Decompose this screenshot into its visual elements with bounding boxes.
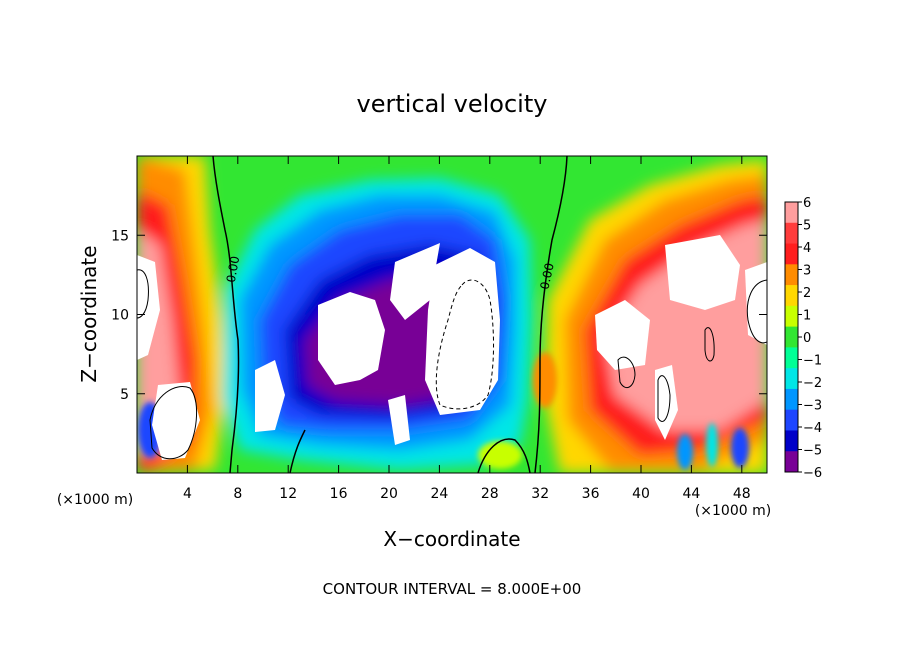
contour-positive-left-edge xyxy=(137,269,149,319)
field-small-orange xyxy=(533,352,557,408)
colorbar-swatch xyxy=(785,409,798,431)
field-small-yellowgreen xyxy=(478,441,522,469)
contour-negative-dashed xyxy=(435,279,494,410)
colorbar-swatch xyxy=(785,430,798,452)
colorbar-swatch xyxy=(785,388,798,411)
colorbar-tick-label: −4 xyxy=(803,421,822,436)
colorbar-tick-label: 2 xyxy=(803,286,811,301)
x-tick-label: 28 xyxy=(481,486,499,502)
field-white-left-lower xyxy=(152,382,200,460)
x-tick-label: 20 xyxy=(380,486,398,502)
contour-interval-footer: CONTOUR INTERVAL = 8.000E+00 xyxy=(323,580,582,598)
y-tick-label: 10 xyxy=(111,308,129,324)
colorbar-swatch xyxy=(785,305,798,328)
field-white-left-streak xyxy=(255,360,285,432)
y-tick-label: 5 xyxy=(120,387,129,403)
colorbar-tick-label: 4 xyxy=(803,241,811,256)
chart-title: vertical velocity xyxy=(357,90,548,118)
field-white-center-right xyxy=(425,248,500,415)
contour-zero-bottom-2 xyxy=(477,438,531,473)
colorbar-swatch xyxy=(785,243,798,265)
colorbar-tick-label: 5 xyxy=(803,219,811,234)
colorbar-swatch xyxy=(785,285,798,307)
field-white-right-edge xyxy=(745,262,767,345)
y-axis-ticks: 5 10 15 xyxy=(111,228,767,403)
contour-label-right: 0.00 xyxy=(537,262,556,291)
field-white-center-top xyxy=(390,243,440,320)
contour-positive-right-3 xyxy=(704,327,715,362)
x-tick-label: 48 xyxy=(733,486,751,502)
field-white-left-upper xyxy=(137,255,160,360)
colorbar-swatch xyxy=(785,202,798,224)
colorbar-tick-label: −5 xyxy=(803,444,822,459)
x-axis-ticks: 4 8 12 16 20 24 28 32 36 40 44 48 xyxy=(183,156,751,502)
contour-positive-left-lower xyxy=(149,386,198,460)
colorbar-tick-label: 3 xyxy=(803,264,811,279)
x-axis-unit: (×1000 m) xyxy=(695,503,771,519)
contour-label-left: 0.00 xyxy=(224,255,242,284)
colorbar: 6 5 4 3 2 1 0 −1 −2 −3 −4 −5 −6 xyxy=(784,196,822,481)
x-tick-label: 44 xyxy=(682,486,700,502)
heatmap-field xyxy=(137,156,767,473)
field-right-cyan-streak xyxy=(706,423,718,467)
x-tick-label: 36 xyxy=(582,486,600,502)
colorbar-swatch xyxy=(785,347,798,369)
contour-zero-left xyxy=(212,156,240,473)
contour-lines xyxy=(137,156,767,473)
colorbar-swatch xyxy=(785,451,798,473)
colorbar-tick-label: −1 xyxy=(803,354,822,369)
x-tick-label: 4 xyxy=(183,486,192,502)
x-tick-label: 16 xyxy=(330,486,348,502)
y-axis-label: Z−coordinate xyxy=(77,245,101,382)
colorbar-tick-label: −3 xyxy=(803,399,822,414)
colorbar-swatch xyxy=(785,222,798,245)
x-tick-label: 40 xyxy=(632,486,650,502)
contour-positive-right-1 xyxy=(617,356,636,389)
field-white-small-streak xyxy=(388,395,410,445)
field-white-right-middle xyxy=(595,300,650,370)
colorbar-swatch xyxy=(785,264,798,286)
colorbar-tick-label: 1 xyxy=(803,309,811,324)
contour-positive-right-2 xyxy=(657,375,671,422)
contour-zero-bottom-1 xyxy=(289,429,306,473)
contour-positive-right-edge xyxy=(746,279,767,344)
field-right-blue-patch-2 xyxy=(731,428,749,468)
field-right-blue-patch-1 xyxy=(677,434,693,470)
x-tick-label: 8 xyxy=(233,486,242,502)
colorbar-tick-label: 0 xyxy=(803,331,811,346)
field-white-center-left xyxy=(318,292,385,385)
x-axis-label: X−coordinate xyxy=(383,527,520,551)
x-tick-label: 24 xyxy=(430,486,448,502)
colorbar-swatch xyxy=(785,326,798,348)
contour-zero-right xyxy=(534,156,568,473)
x-tick-label: 12 xyxy=(279,486,297,502)
colorbar-swatch xyxy=(785,368,798,390)
y-tick-label: 15 xyxy=(111,228,129,244)
field-white-right-top xyxy=(665,235,740,310)
colorbar-tick-label: 6 xyxy=(803,196,811,211)
x-tick-label: 32 xyxy=(531,486,549,502)
y-axis-unit: (×1000 m) xyxy=(57,492,133,508)
colorbar-tick-label: −6 xyxy=(803,466,822,481)
colorbar-tick-label: −2 xyxy=(803,376,822,391)
